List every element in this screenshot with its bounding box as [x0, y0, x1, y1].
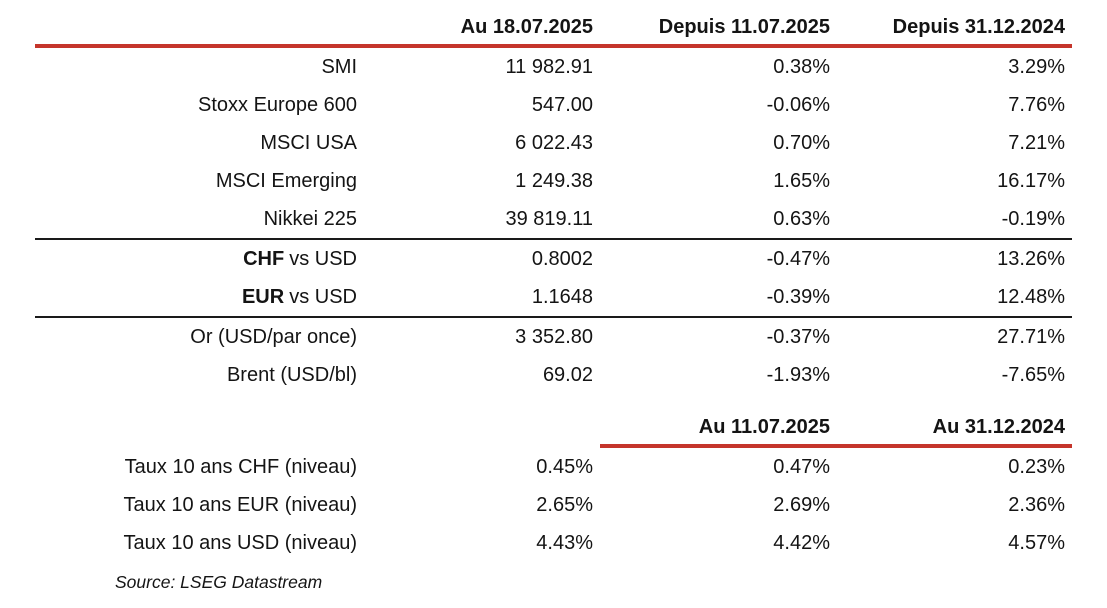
table-row-stoxx-europe-600: Stoxx Europe 600 547.00 -0.06% 7.76% [35, 86, 1072, 124]
value-last: 6 022.43 [515, 131, 593, 154]
value-current: 2.65% [536, 493, 593, 516]
value-change-week: 0.70% [773, 131, 830, 154]
value-change-ytd: -7.65% [1001, 363, 1065, 386]
row-label-text: Stoxx Europe 600 [198, 93, 357, 116]
source-note: Source: LSEG Datastream [115, 572, 323, 592]
group-commodities: Or (USD/par once) 3 352.80 -0.37% 27.71%… [35, 318, 1072, 394]
value-year-end: 0.23% [1008, 455, 1065, 478]
value-week-ago: 0.47% [773, 455, 830, 478]
value-change-ytd: 3.29% [1008, 55, 1065, 78]
value-change-week: 1.65% [773, 169, 830, 192]
table-row-msci-emerging: MSCI Emerging 1 249.38 1.65% 16.17% [35, 162, 1072, 200]
group-equity-indices: SMI 11 982.91 0.38% 3.29% Stoxx Europe 6… [35, 48, 1072, 240]
value-change-week: -0.37% [766, 325, 830, 348]
header-depuis-31-12-2024: Depuis 31.12.2024 [892, 15, 1065, 38]
row-label-text: MSCI USA [260, 131, 357, 154]
table-row-gold: Or (USD/par once) 3 352.80 -0.37% 27.71% [35, 318, 1072, 356]
value-change-ytd: 27.71% [997, 325, 1065, 348]
table-row-brent: Brent (USD/bl) 69.02 -1.93% -7.65% [35, 356, 1072, 394]
row-label: EUR vs USD [35, 286, 357, 309]
row-label: MSCI Emerging [35, 170, 357, 193]
value-last: 39 819.11 [505, 207, 594, 230]
value-change-ytd: 12.48% [997, 285, 1065, 308]
value-last: 0.8002 [531, 247, 593, 270]
value-year-end: 2.36% [1008, 493, 1065, 516]
table-row-taux-10-ans-usd: Taux 10 ans USD (niveau) 4.43% 4.42% 4.5… [35, 524, 1072, 562]
value-change-week: -0.06% [766, 93, 830, 116]
value-last: 11 982.91 [505, 55, 594, 78]
value-change-ytd: 13.26% [997, 247, 1065, 270]
value-last: 69.02 [542, 363, 593, 386]
table1-header-row: Au 18.07.2025 Depuis 11.07.2025 Depuis 3… [35, 10, 1072, 48]
table-row-smi: SMI 11 982.91 0.38% 3.29% [35, 48, 1072, 86]
value-current: 4.43% [536, 531, 593, 554]
table-row-taux-10-ans-eur: Taux 10 ans EUR (niveau) 2.65% 2.69% 2.3… [35, 486, 1072, 524]
row-label-bold: CHF [243, 247, 285, 270]
header-depuis-11-07-2025: Depuis 11.07.2025 [658, 15, 830, 38]
value-change-ytd: -0.19% [1001, 207, 1065, 230]
value-current: 0.45% [536, 455, 593, 478]
value-change-week: 0.38% [773, 55, 830, 78]
row-label-text: vs USD [289, 285, 357, 308]
table2-header-rule [600, 444, 1072, 448]
value-change-ytd: 7.21% [1008, 131, 1065, 154]
value-last: 547.00 [531, 93, 593, 116]
value-week-ago: 2.69% [773, 493, 830, 516]
row-label: Brent (USD/bl) [35, 364, 357, 387]
market-table: Au 18.07.2025 Depuis 11.07.2025 Depuis 3… [35, 10, 1072, 593]
header-au-18-07-2025: Au 18.07.2025 [460, 15, 593, 38]
value-change-week: 0.63% [773, 207, 830, 230]
row-label-text: Or (USD/par once) [190, 325, 357, 348]
row-label: Or (USD/par once) [35, 326, 357, 349]
row-label: SMI [35, 56, 357, 79]
row-label-text: MSCI Emerging [215, 169, 357, 192]
group-currencies: CHF vs USD 0.8002 -0.47% 13.26% EUR vs USD… [35, 240, 1072, 318]
row-label: MSCI USA [35, 132, 357, 155]
value-last: 1.1648 [531, 285, 593, 308]
row-label: Taux 10 ans EUR (niveau) [123, 493, 357, 516]
row-label-text: Nikkei 225 [263, 207, 357, 230]
row-label: CHF vs USD [35, 248, 357, 271]
header-au-11-07-2025: Au 11.07.2025 [698, 415, 830, 438]
value-last: 3 352.80 [515, 325, 593, 348]
row-label-text: vs USD [289, 247, 357, 270]
value-last: 1 249.38 [515, 169, 593, 192]
value-change-week: -0.39% [766, 285, 830, 308]
table-row-nikkei-225: Nikkei 225 39 819.11 0.63% -0.19% [35, 200, 1072, 238]
value-change-week: -0.47% [766, 247, 830, 270]
row-label: Taux 10 ans USD (niveau) [123, 531, 357, 554]
group-rates: Taux 10 ans CHF (niveau) 0.45% 0.47% 0.2… [35, 448, 1072, 562]
value-year-end: 4.57% [1008, 531, 1065, 554]
table2-header-row: Au 11.07.2025 Au 31.12.2024 [35, 410, 1072, 448]
value-change-week: -1.93% [766, 363, 830, 386]
header-au-31-12-2024: Au 31.12.2024 [932, 415, 1065, 438]
value-change-ytd: 16.17% [997, 169, 1065, 192]
table-row-msci-usa: MSCI USA 6 022.43 0.70% 7.21% [35, 124, 1072, 162]
row-label: Taux 10 ans CHF (niveau) [124, 455, 357, 478]
table-row-taux-10-ans-chf: Taux 10 ans CHF (niveau) 0.45% 0.47% 0.2… [35, 448, 1072, 486]
row-label: Nikkei 225 [35, 208, 357, 231]
row-label-text: Brent (USD/bl) [226, 363, 357, 386]
row-label-bold: EUR [241, 285, 285, 308]
row-label: Stoxx Europe 600 [35, 94, 357, 117]
value-week-ago: 4.42% [773, 531, 830, 554]
table-row-eur-vs-usd: EUR vs USD 1.1648 -0.39% 12.48% [35, 278, 1072, 316]
table-row-chf-vs-usd: CHF vs USD 0.8002 -0.47% 13.26% [35, 240, 1072, 278]
value-change-ytd: 7.76% [1008, 93, 1065, 116]
row-label-text: SMI [321, 55, 357, 78]
